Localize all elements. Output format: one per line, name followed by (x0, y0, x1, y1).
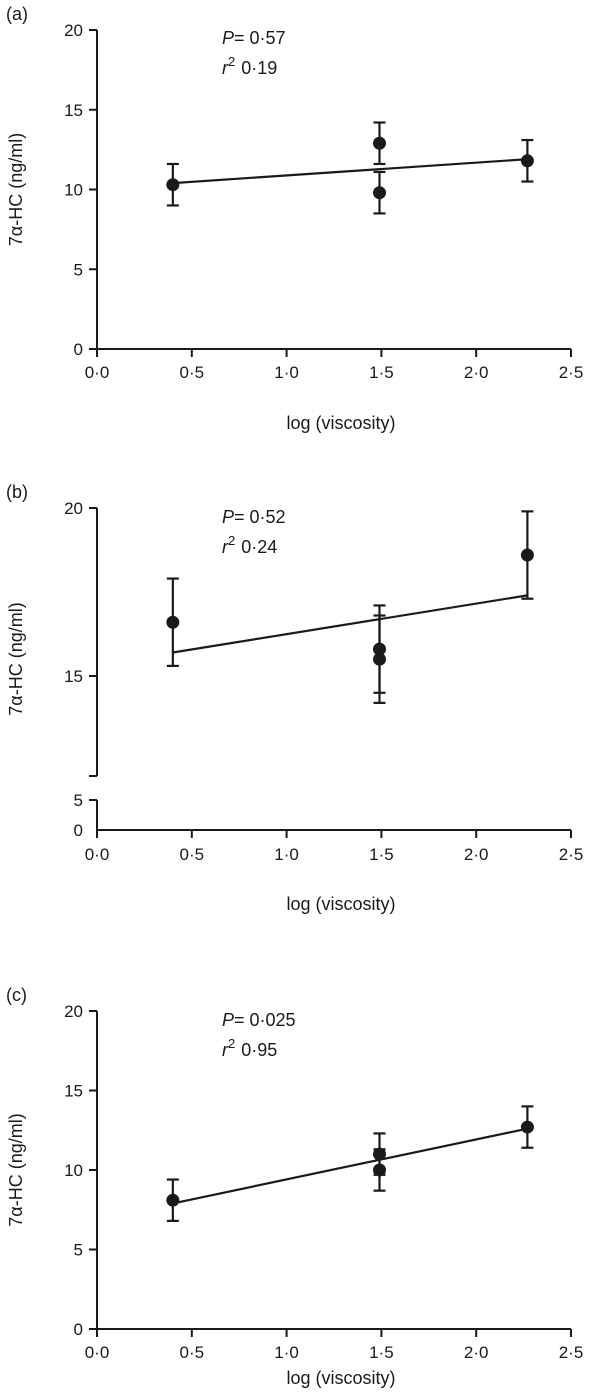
x-tick-label: 2·5 (559, 845, 584, 864)
x-tick-label: 1·5 (369, 845, 394, 864)
x-axis-title: log (viscosity) (286, 894, 395, 914)
x-tick-label: 0·5 (180, 1343, 205, 1362)
x-tick-label: 2·0 (464, 845, 489, 864)
panel-label: (b) (6, 482, 28, 502)
p-value-annotation: P= 0·57 (222, 28, 286, 48)
x-tick-label: 1·0 (274, 845, 299, 864)
data-point (520, 154, 534, 168)
p-value-annotation: P= 0·52 (222, 507, 286, 527)
y-tick-label: 20 (64, 21, 83, 40)
y-tick-label: 5 (74, 1241, 83, 1260)
y-tick-label: 10 (64, 181, 83, 200)
chart-panel-2: (b) 15 20 0 5 0·0 0·5 1·0 1·5 2·0 2·5 log (viscosit… (6, 482, 583, 914)
panel-label: (a) (6, 4, 28, 24)
y-tick-label: 20 (64, 1002, 83, 1021)
x-tick-label: 1·5 (369, 363, 394, 382)
r-squared-annotation: r2 0·24 (222, 533, 277, 557)
y-axis-title: 7α-HC (ng/ml) (6, 133, 26, 246)
y-axis-title: 7α-HC (ng/ml) (6, 602, 26, 715)
data-point (373, 1163, 387, 1177)
y-tick-label: 15 (64, 667, 83, 686)
x-axis-title: log (viscosity) (286, 1368, 395, 1388)
x-tick-label: 0·5 (180, 363, 205, 382)
p-value-annotation: P= 0·025 (222, 1010, 296, 1030)
x-tick-label: 0·0 (85, 845, 110, 864)
x-tick-label: 2·5 (559, 1343, 584, 1362)
x-tick-label: 2·0 (464, 363, 489, 382)
regression-line (172, 158, 528, 185)
x-tick-label: 1·0 (274, 363, 299, 382)
r-squared-annotation: r2 0·19 (222, 54, 277, 78)
chart-panel-1: (a) 0 5 10 15 20 0·0 0·5 1·0 1·5 2·0 2·5 log (viscos… (6, 4, 583, 433)
x-tick-label: 1·0 (274, 1343, 299, 1362)
y-tick-label: 10 (64, 1161, 83, 1180)
x-tick-label: 2·5 (559, 363, 584, 382)
x-tick-label: 1·5 (369, 1343, 394, 1362)
data-point (520, 548, 534, 562)
y-tick-label: 5 (74, 260, 83, 279)
x-tick-label: 2·0 (464, 1343, 489, 1362)
panel-label: (c) (6, 985, 27, 1005)
data-point (166, 1193, 180, 1207)
data-point (373, 136, 387, 150)
x-axis-title: log (viscosity) (286, 413, 395, 433)
y-tick-label: 5 (74, 791, 83, 810)
y-tick-label: 0 (74, 1320, 83, 1339)
r-squared-annotation: r2 0·95 (222, 1036, 277, 1060)
x-tick-label: 0·0 (85, 363, 110, 382)
y-tick-label: 0 (74, 340, 83, 359)
y-tick-label: 15 (64, 101, 83, 120)
y-tick-label: 20 (64, 499, 83, 518)
data-point (373, 652, 387, 666)
data-point (520, 1120, 534, 1134)
y-tick-label: 0 (74, 821, 83, 840)
y-tick-label: 15 (64, 1082, 83, 1101)
data-point (166, 178, 180, 192)
x-tick-label: 0·0 (85, 1343, 110, 1362)
data-point (373, 186, 387, 200)
regression-line (172, 1127, 528, 1205)
chart-panel-3: (c) 0 5 10 15 20 0·0 0·5 1·0 1·5 2·0 2·5 log (viscos… (6, 985, 583, 1388)
x-tick-label: 0·5 (180, 845, 205, 864)
y-axis-title: 7α-HC (ng/ml) (6, 1113, 26, 1226)
regression-line (172, 594, 528, 654)
data-point (166, 615, 180, 629)
